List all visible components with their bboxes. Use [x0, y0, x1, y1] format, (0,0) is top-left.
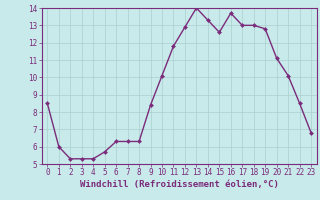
X-axis label: Windchill (Refroidissement éolien,°C): Windchill (Refroidissement éolien,°C) [80, 180, 279, 189]
